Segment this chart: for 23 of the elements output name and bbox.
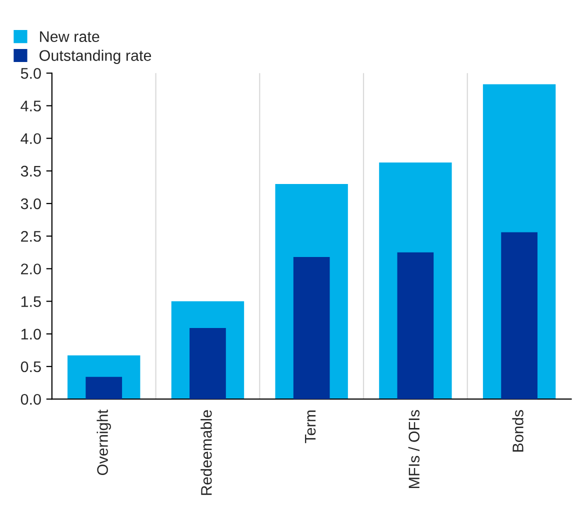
y-tick-label: 2.0 (21, 264, 41, 274)
legend-label: Outstanding rate (40, 50, 152, 64)
bar (190, 328, 226, 400)
y-tick-label: 0.0 (20, 394, 41, 405)
bar (501, 232, 538, 400)
y-tick-label: 0.5 (20, 361, 41, 372)
bar (293, 256, 330, 400)
y-tick-label: 1.0 (21, 328, 41, 340)
legend-label: New rate (40, 31, 100, 42)
y-tick-label: 1.5 (21, 296, 41, 307)
x-tick-label: Redeemable (200, 410, 212, 495)
bar (86, 376, 122, 400)
y-tick-label: 3.5 (20, 166, 41, 177)
y-tick-label: 5.0 (20, 68, 41, 79)
x-tick-label: Overnight (96, 410, 111, 476)
y-tick-label: 4.0 (20, 133, 41, 144)
y-tick-label: 3.0 (20, 198, 41, 210)
x-tick-label: Term (305, 410, 316, 444)
bar (397, 252, 434, 400)
y-tick-label: 4.5 (20, 100, 41, 112)
y-tick-label: 2.5 (21, 230, 41, 242)
x-tick-label: MFIs / OFIs (408, 410, 420, 488)
x-tick-label: Bonds (512, 410, 524, 452)
